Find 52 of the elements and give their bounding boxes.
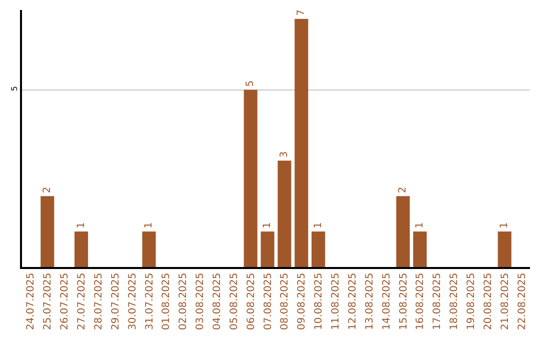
x-tick-label: 14.08.2025 (381, 272, 392, 330)
x-tick-label: 24.07.2025 (26, 272, 37, 330)
x-tick-label: 21.08.2025 (500, 272, 511, 330)
data-label: 2 (42, 186, 53, 194)
x-tick-label: 08.08.2025 (280, 272, 291, 330)
data-label: 1 (76, 222, 87, 229)
x-tick-label: 03.08.2025 (195, 272, 206, 330)
x-tick-label: 01.08.2025 (161, 272, 172, 330)
bar (413, 232, 427, 267)
x-tick-label: 18.08.2025 (449, 272, 460, 330)
x-tick-label: 04.08.2025 (212, 272, 223, 330)
x-tick-label: 22.08.2025 (516, 272, 528, 330)
x-tick-label: 20.08.2025 (482, 272, 494, 330)
x-tick-label: 31.07.2025 (144, 272, 156, 330)
data-label: 2 (398, 186, 408, 194)
x-tick-label: 10.08.2025 (314, 272, 325, 330)
bar (142, 232, 156, 267)
x-tick-label: 25.07.2025 (42, 272, 54, 330)
bar (312, 232, 326, 267)
bar (260, 232, 274, 267)
data-label: 5 (245, 80, 256, 87)
x-tick-label: 13.08.2025 (364, 272, 376, 330)
data-label: 7 (296, 9, 307, 16)
x-tick-label: 17.08.2025 (432, 272, 444, 330)
data-label: 3 (278, 151, 290, 158)
data-label: 1 (144, 222, 154, 229)
x-tick-label: 16.08.2025 (415, 272, 426, 330)
x-tick-label: 06.08.2025 (246, 272, 257, 330)
x-tick-label: 29.07.2025 (110, 272, 122, 330)
x-tick-label: 26.07.2025 (60, 272, 71, 330)
bar (498, 232, 512, 267)
bar (396, 196, 410, 267)
bar (294, 18, 308, 267)
x-tick-label: 05.08.2025 (228, 272, 240, 330)
x-tick-label: 09.08.2025 (296, 272, 308, 330)
data-label: 1 (262, 222, 274, 229)
x-tick-label: 15.08.2025 (398, 272, 410, 330)
x-tick-label: 27.07.2025 (76, 272, 88, 330)
bar (74, 232, 88, 267)
bar (278, 160, 292, 267)
data-label: 1 (414, 222, 426, 229)
x-tick-label: 28.07.2025 (93, 272, 104, 330)
x-tick-label: 07.08.2025 (262, 272, 274, 330)
bar (40, 196, 54, 267)
data-label: 1 (499, 222, 510, 229)
x-tick-label: 19.08.2025 (466, 272, 477, 330)
x-tick-label: 12.08.2025 (347, 272, 358, 330)
data-label: 1 (312, 222, 324, 229)
x-tick-label: 02.08.2025 (178, 272, 190, 330)
bar (244, 90, 258, 267)
x-tick-label: 11.08.2025 (330, 272, 342, 330)
x-tick-label: 30.07.2025 (127, 272, 138, 330)
